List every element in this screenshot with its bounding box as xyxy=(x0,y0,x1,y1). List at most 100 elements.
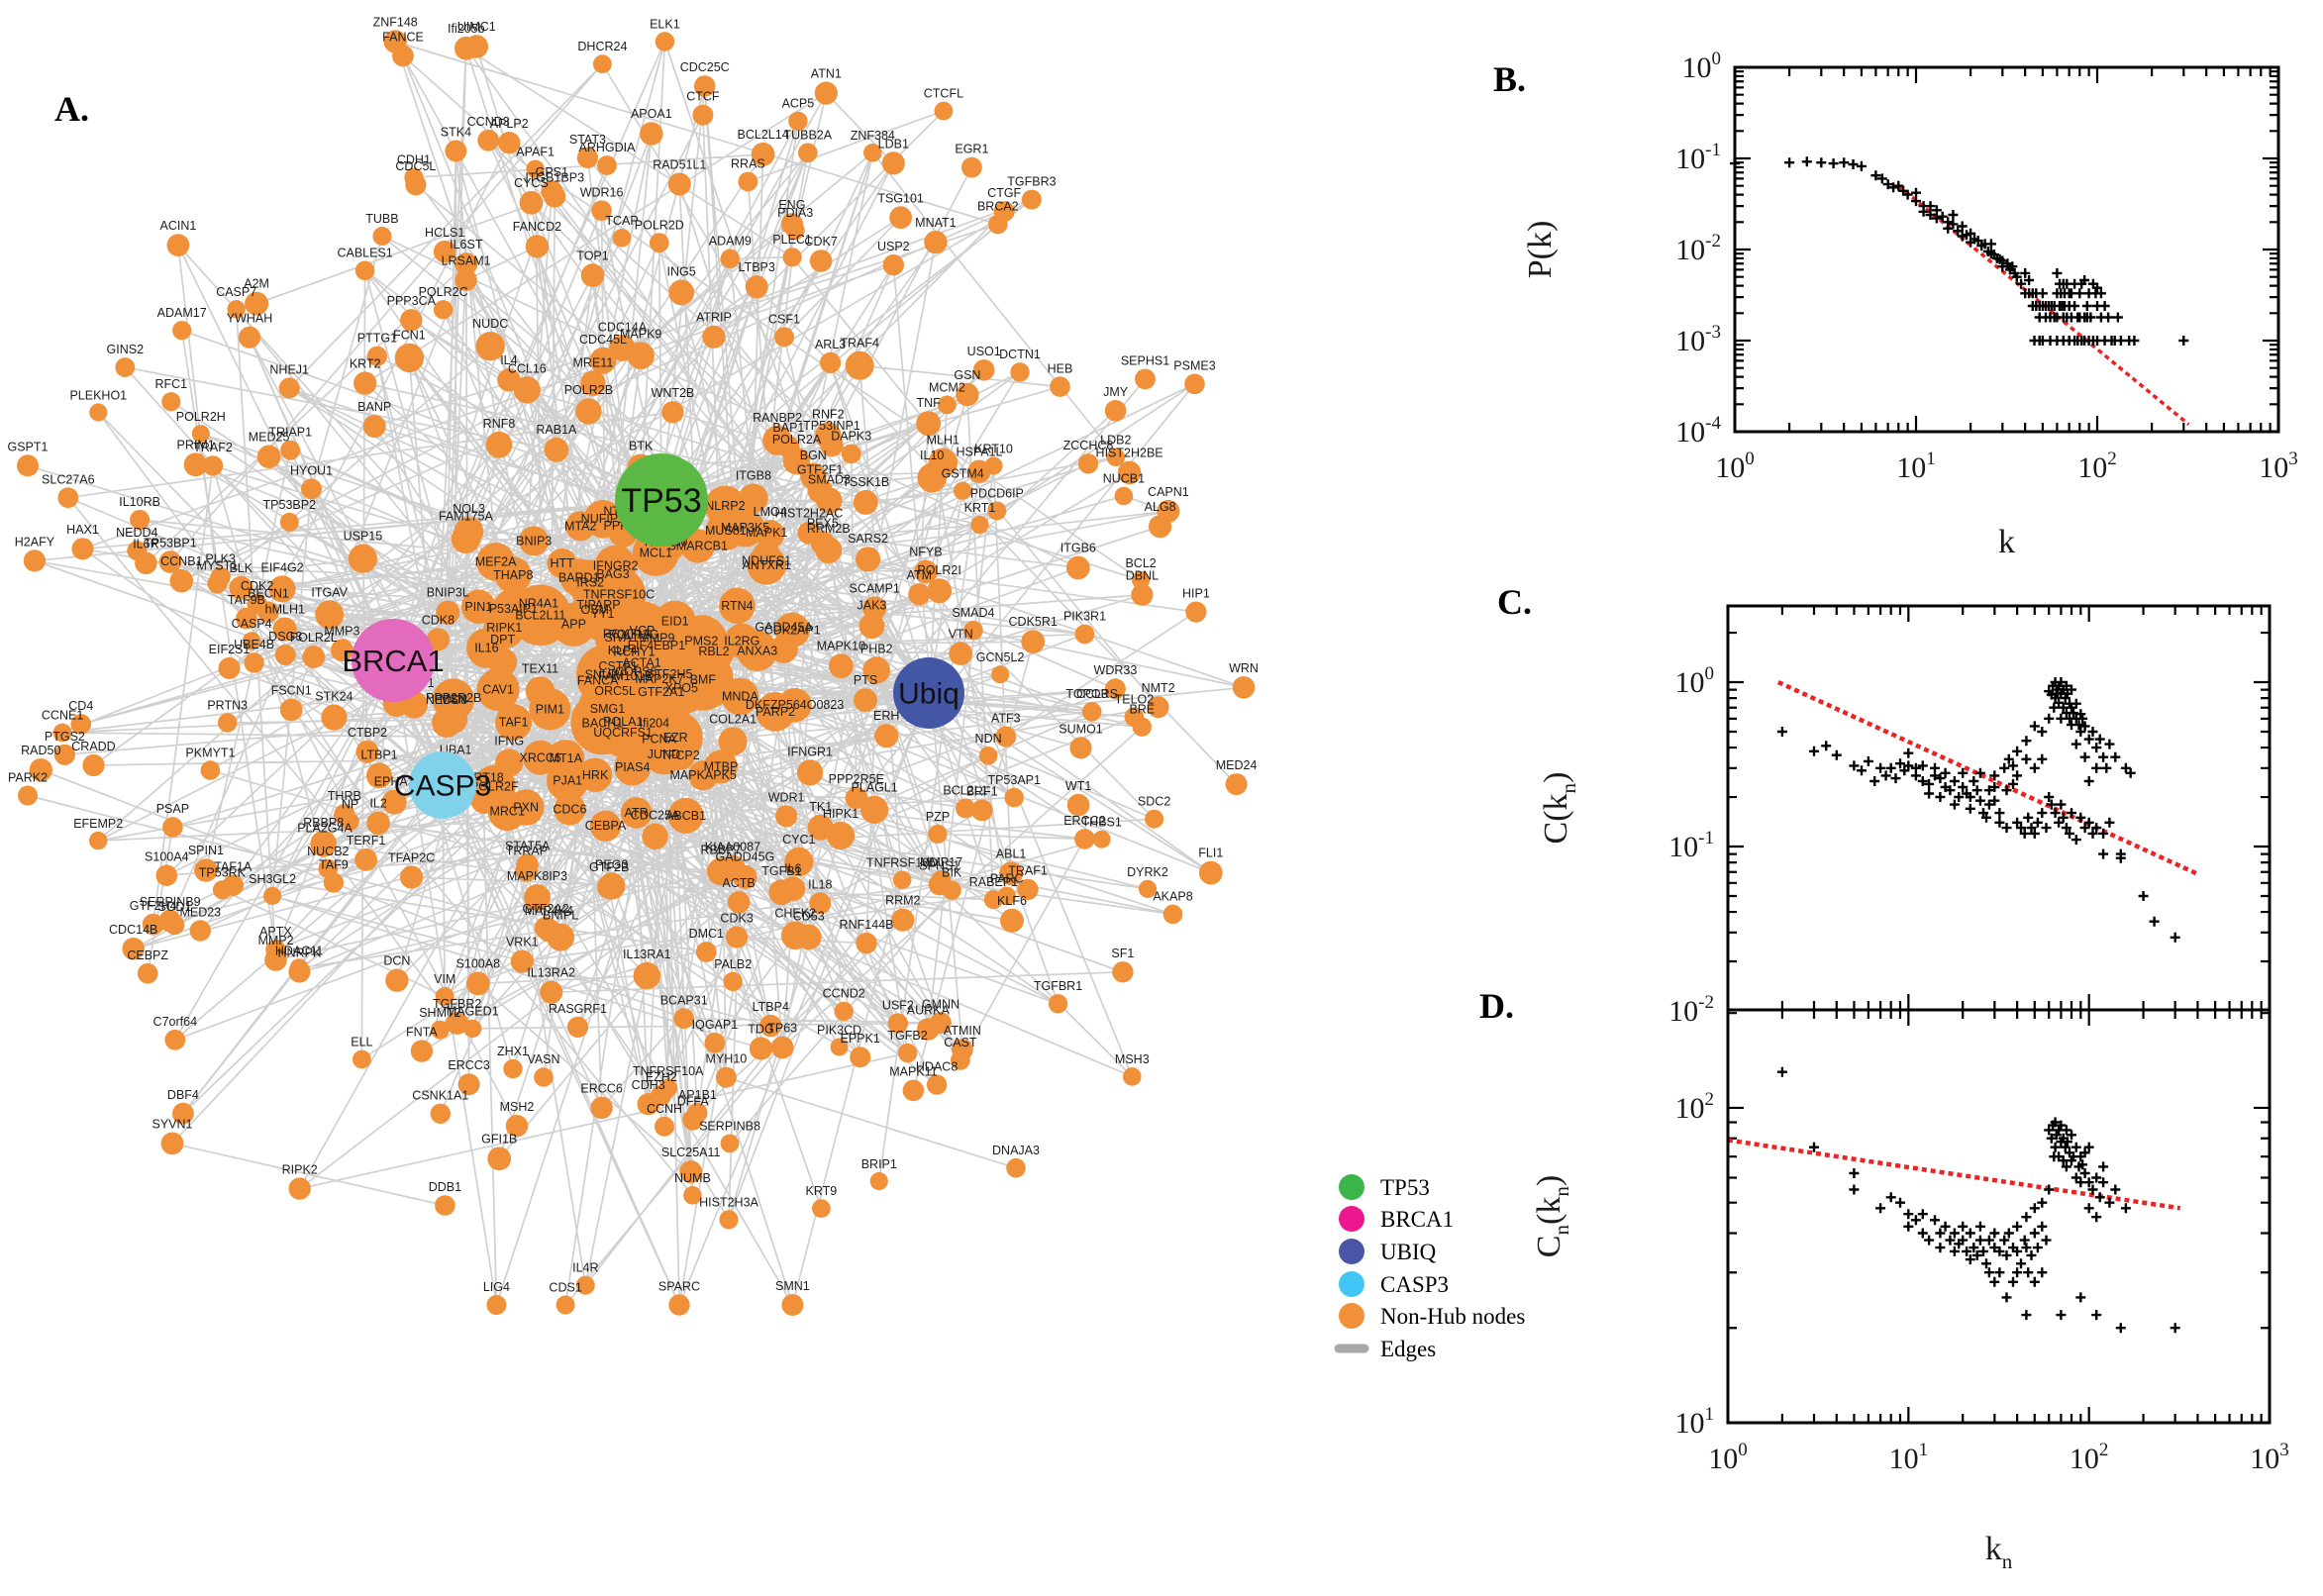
node-label: SMAD3 xyxy=(808,472,851,486)
node-label: PDCD6IP xyxy=(970,487,1024,501)
node-label: MAP3K5 xyxy=(721,521,769,535)
node-label: H2AFY xyxy=(15,535,55,549)
node-label: ATM xyxy=(907,568,932,582)
network-node xyxy=(612,229,632,248)
network-node xyxy=(785,221,805,241)
network-node xyxy=(202,455,224,476)
node-label: WT1 xyxy=(1065,779,1091,793)
node-label: CDK5R1 xyxy=(1009,615,1058,629)
network-node xyxy=(853,489,878,515)
network-node xyxy=(590,1096,613,1120)
network-node xyxy=(756,692,795,732)
network-node xyxy=(463,1019,482,1039)
network-node xyxy=(928,448,959,478)
network-node xyxy=(130,509,151,530)
node-label: TP53BP1 xyxy=(144,536,197,549)
network-node xyxy=(115,357,136,377)
node-label: MNAT1 xyxy=(915,216,956,230)
y-axis-label: P(k) xyxy=(1522,221,1559,279)
network-node xyxy=(956,382,979,407)
node-label: APTX xyxy=(259,925,292,939)
network-node xyxy=(1106,448,1126,467)
node-label: BACH1 xyxy=(582,716,624,730)
network-node xyxy=(1065,555,1090,580)
network-node xyxy=(495,704,533,742)
network-node xyxy=(637,1093,659,1116)
node-label: GADD45G xyxy=(716,850,775,864)
node-label: RASGRF1 xyxy=(549,1002,607,1016)
network-node xyxy=(715,1066,737,1088)
node-label: TGFB2 xyxy=(887,1029,927,1043)
network-node xyxy=(928,824,948,845)
node-label: ABCB1 xyxy=(665,809,706,823)
node-label: KRT1 xyxy=(964,501,996,515)
node-label: CCL3 xyxy=(1076,687,1108,701)
network-node xyxy=(433,240,456,263)
network-node xyxy=(869,1171,888,1191)
node-label: KRT2 xyxy=(350,356,381,370)
node-label: ADAM17 xyxy=(157,306,207,320)
node-label: TNFRSF10C xyxy=(583,588,655,602)
network-node xyxy=(683,1186,702,1205)
network-node xyxy=(862,656,890,684)
network-node xyxy=(525,235,550,258)
node-label: CD4 xyxy=(68,699,93,713)
node-label: CASP4 xyxy=(232,617,272,631)
node-label: TP53INP1 xyxy=(803,419,860,433)
node-label: DPT xyxy=(490,633,515,647)
node-label: VTN xyxy=(949,627,973,641)
network-node xyxy=(984,456,1003,475)
network-node xyxy=(556,1295,575,1315)
node-label: GTF2F1 xyxy=(797,463,844,477)
network-node xyxy=(18,785,38,806)
node-label: WNT2B xyxy=(652,386,695,400)
data-points xyxy=(1730,156,2189,346)
network-node xyxy=(366,811,390,836)
network-node xyxy=(797,759,824,786)
node-label: ELL xyxy=(351,1036,372,1049)
network-node xyxy=(534,1067,554,1087)
node-label: MRC1 xyxy=(489,805,524,819)
node-label: XPO5 xyxy=(665,681,698,695)
node-label: MLH1 xyxy=(927,434,960,448)
node-label: UQCRFS1 xyxy=(593,726,653,740)
network-node xyxy=(435,1195,455,1216)
network-node xyxy=(862,596,887,621)
node-label: DHCR24 xyxy=(577,40,627,53)
node-label: HEB xyxy=(1048,361,1073,375)
network-node xyxy=(229,576,253,600)
y-tick-label: 100 xyxy=(1682,49,1722,84)
node-label: VCP xyxy=(630,624,656,638)
node-label: BNIP3L xyxy=(427,586,469,600)
node-label: OSM xyxy=(580,603,608,617)
network-node xyxy=(1145,809,1164,829)
network-node xyxy=(544,437,569,462)
node-label: ANTXR1 xyxy=(743,558,791,572)
node-label: NUMB xyxy=(674,1171,711,1185)
node-label: CTCFL xyxy=(924,87,963,101)
node-label: NLRP2 xyxy=(705,499,745,513)
network-node xyxy=(719,1210,739,1230)
node-label: BANP xyxy=(357,400,391,414)
network-node xyxy=(529,688,571,731)
network-node xyxy=(1017,878,1039,901)
network-node xyxy=(353,1049,371,1069)
network-node xyxy=(348,544,377,573)
network-node xyxy=(498,132,521,154)
node-label: RNF144B xyxy=(840,918,894,932)
node-label: POLR2H xyxy=(176,410,226,424)
network-node xyxy=(445,140,467,162)
node-label: A2M xyxy=(244,277,269,291)
node-label: SEPHS1 xyxy=(1121,354,1169,368)
node-label: Ifi205b xyxy=(448,22,485,36)
node-label: CAPN1 xyxy=(1148,485,1189,499)
node-label: VRK1 xyxy=(506,935,539,948)
node-label: TRRAP xyxy=(506,845,548,858)
node-label: PARK2 xyxy=(8,771,48,785)
node-label: POLR2G xyxy=(609,628,659,642)
network-node xyxy=(1077,453,1099,474)
node-label: SNURF xyxy=(585,667,628,681)
node-label: TUBB xyxy=(365,212,398,226)
node-label: FANCA xyxy=(577,673,619,687)
node-label: BNIPL xyxy=(543,909,578,923)
